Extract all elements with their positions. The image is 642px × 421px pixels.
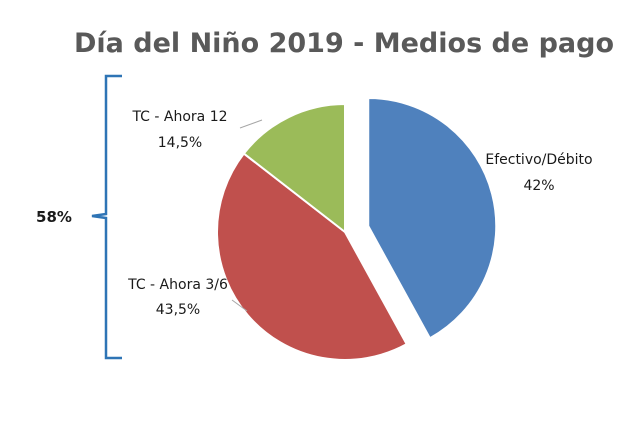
slice-category-label-2: TC - Ahora 3/6 (127, 277, 228, 293)
bracket-total-label: 58% (36, 208, 72, 226)
pie-slice-2 (216, 152, 409, 361)
data-labels: Efectivo/Débito 42% TC - Ahora 3/6 43,5% TC … (127, 109, 593, 318)
slice-value-label-1: 42% (523, 178, 554, 194)
leader-lines (231, 119, 263, 312)
chart-title: Día del Niño 2019 - Medios de pago (74, 28, 614, 59)
group-bracket (91, 74, 122, 360)
bracket-group: 58% (36, 74, 122, 360)
leader-line-2 (231, 299, 248, 312)
slice-category-label-3: TC - Ahora 12 (131, 109, 227, 125)
slice-category-label-1: Efectivo/Débito (485, 152, 592, 168)
pie-slice-3 (242, 102, 346, 235)
slice-value-label-3: 14,5% (158, 135, 202, 151)
leader-line-3 (239, 119, 263, 129)
pie-slice-1 (367, 97, 498, 340)
slice-value-label-2: 43,5% (156, 302, 200, 318)
slices-group (216, 97, 498, 361)
